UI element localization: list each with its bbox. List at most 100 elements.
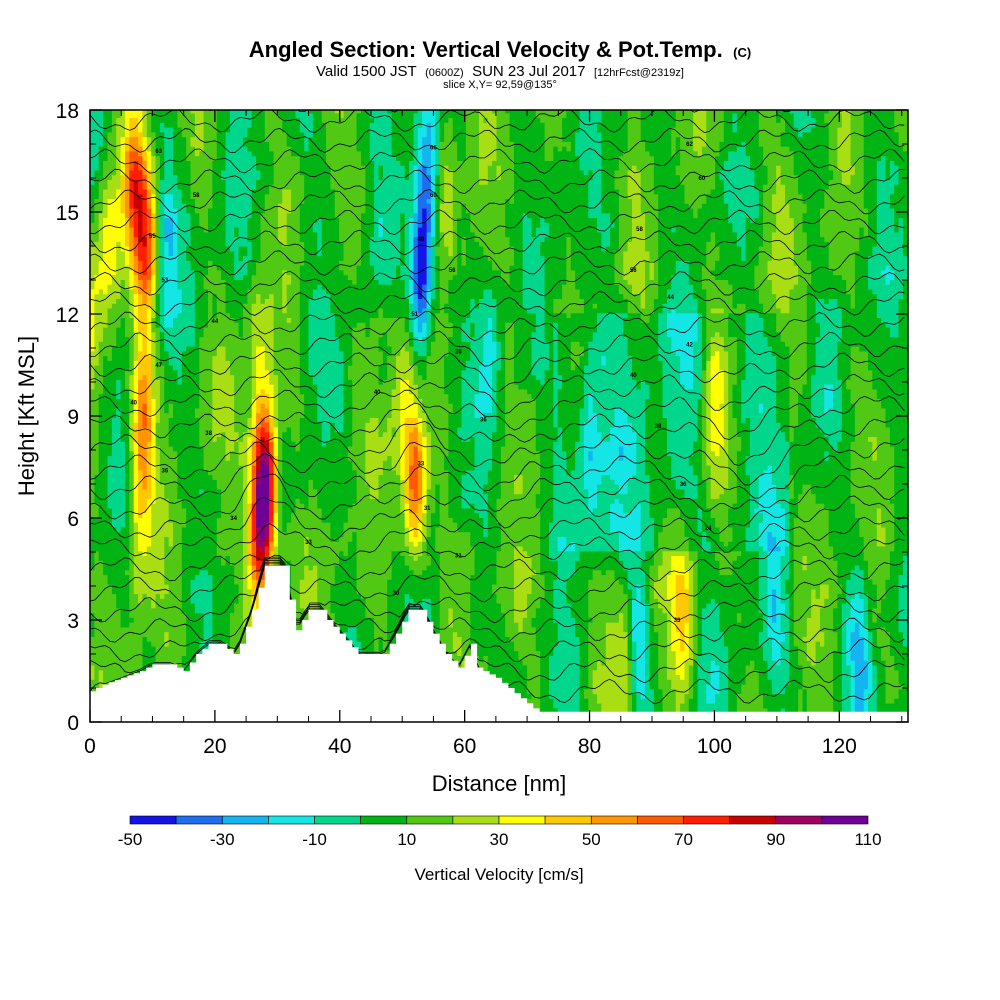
velocity-cell <box>142 612 148 618</box>
velocity-cell <box>94 150 100 157</box>
velocity-cell <box>243 465 248 471</box>
velocity-cell <box>146 265 152 271</box>
velocity-cell <box>199 507 205 514</box>
velocity-cell <box>186 598 192 604</box>
velocity-cell <box>238 579 244 585</box>
velocity-cell <box>208 136 213 142</box>
velocity-cell <box>120 110 126 114</box>
velocity-cell <box>208 369 213 376</box>
velocity-cell <box>247 284 253 290</box>
velocity-cell <box>94 622 100 628</box>
velocity-cell <box>177 426 183 433</box>
velocity-cell <box>216 307 222 314</box>
velocity-cell <box>129 150 135 157</box>
velocity-cell <box>138 298 144 304</box>
velocity-cell <box>151 298 157 304</box>
velocity-cell <box>98 250 104 257</box>
velocity-cell <box>173 641 178 647</box>
velocity-cell <box>138 379 144 385</box>
velocity-cell <box>116 674 122 680</box>
velocity-cell <box>173 150 178 157</box>
velocity-cell <box>138 655 144 661</box>
velocity-cell <box>90 450 95 457</box>
velocity-cell <box>138 660 144 666</box>
velocity-cell <box>146 269 152 276</box>
velocity-cell <box>125 622 130 628</box>
velocity-cell <box>212 150 218 157</box>
velocity-cell <box>173 393 178 399</box>
velocity-cell <box>190 250 196 257</box>
velocity-cell <box>133 469 139 476</box>
velocity-cell <box>111 293 117 299</box>
velocity-cell <box>194 412 200 418</box>
velocity-cell <box>98 212 104 219</box>
velocity-cell <box>238 479 244 485</box>
velocity-cell <box>142 422 148 428</box>
velocity-cell <box>234 179 240 185</box>
velocity-cell <box>225 531 231 537</box>
velocity-cell <box>94 222 100 228</box>
velocity-cell <box>212 331 218 338</box>
velocity-cell <box>186 593 192 599</box>
velocity-cell <box>216 379 222 385</box>
velocity-cell <box>155 122 161 128</box>
velocity-cell <box>251 131 257 138</box>
velocity-cell <box>251 479 257 485</box>
velocity-cell <box>111 469 117 476</box>
velocity-cell <box>146 579 152 585</box>
velocity-cell <box>190 612 196 618</box>
velocity-cell <box>229 250 235 257</box>
velocity-cell <box>138 222 144 228</box>
velocity-cell <box>199 503 205 509</box>
velocity-cell <box>216 445 222 452</box>
velocity-cell <box>155 146 161 152</box>
velocity-cell <box>90 198 95 204</box>
velocity-cell <box>208 431 213 437</box>
velocity-cell <box>186 217 192 223</box>
velocity-cell <box>159 598 165 604</box>
velocity-cell <box>138 522 144 528</box>
velocity-cell <box>251 341 257 347</box>
velocity-cell <box>243 155 248 161</box>
velocity-cell <box>116 379 122 385</box>
velocity-cell <box>177 469 183 476</box>
velocity-cell <box>177 512 183 518</box>
velocity-cell <box>94 184 100 190</box>
velocity-cell <box>234 626 240 633</box>
velocity-cell <box>199 212 205 219</box>
velocity-cell <box>151 503 157 509</box>
velocity-cell <box>203 517 209 523</box>
velocity-cell <box>146 212 152 219</box>
velocity-cell <box>216 179 222 185</box>
velocity-cell <box>103 579 109 585</box>
velocity-cell <box>146 174 152 180</box>
velocity-cell <box>107 303 113 309</box>
velocity-cell <box>164 293 170 299</box>
velocity-cell <box>199 179 205 185</box>
velocity-cell <box>151 655 157 661</box>
velocity-cell <box>151 388 157 395</box>
velocity-cell <box>173 127 178 133</box>
velocity-cell <box>98 612 104 618</box>
velocity-cell <box>229 441 235 447</box>
velocity-cell <box>229 450 235 457</box>
velocity-cell <box>151 517 157 523</box>
velocity-cell <box>208 522 213 528</box>
velocity-cell <box>243 569 248 576</box>
velocity-cell <box>168 407 174 414</box>
velocity-cell <box>229 569 235 576</box>
velocity-cell <box>120 288 126 295</box>
velocity-cell <box>107 250 113 257</box>
velocity-cell <box>190 217 196 223</box>
velocity-cell <box>199 331 205 338</box>
velocity-cell <box>168 445 174 452</box>
velocity-cell <box>142 645 148 652</box>
velocity-cell <box>94 531 100 537</box>
velocity-cell <box>120 317 126 323</box>
velocity-cell <box>216 127 222 133</box>
velocity-cell <box>168 384 174 390</box>
velocity-cell <box>164 593 170 599</box>
velocity-cell <box>212 465 218 471</box>
velocity-cell <box>138 512 144 518</box>
velocity-cell <box>98 417 104 423</box>
